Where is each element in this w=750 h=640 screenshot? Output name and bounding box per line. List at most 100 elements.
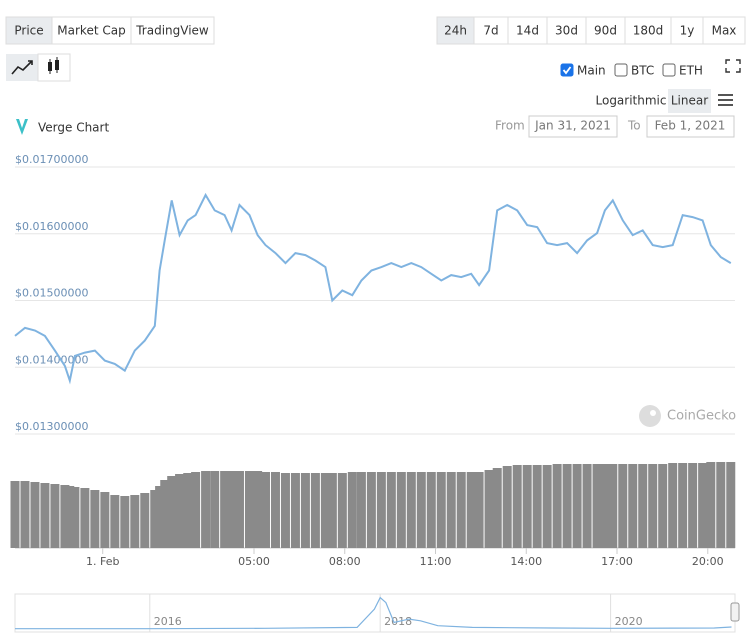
navigator-tick-label: 2016: [154, 615, 182, 628]
scale-option[interactable]: Logarithmic: [596, 94, 667, 108]
x-tick-label: 17:00: [601, 555, 633, 568]
checkbox[interactable]: [560, 63, 574, 77]
line-chart-button[interactable]: [6, 54, 38, 81]
volume-bar: [210, 471, 220, 548]
expand-button[interactable]: [725, 59, 741, 73]
to-input[interactable]: [646, 115, 735, 138]
range-button[interactable]: [624, 16, 672, 45]
volume-bar: [474, 472, 484, 548]
volume-bar: [416, 472, 426, 548]
volume-bar: [40, 483, 50, 548]
checkbox-label: Main: [577, 64, 606, 78]
volume-bar: [30, 482, 40, 548]
volume-bar: [466, 472, 476, 548]
tab-label: TradingView: [135, 24, 209, 38]
tab[interactable]: [130, 16, 215, 45]
volume-bar: [600, 464, 610, 548]
volume-bar: [396, 472, 406, 548]
from-date: Jan 31, 2021: [534, 119, 611, 133]
volume-bar: [426, 472, 436, 548]
to-date: Feb 1, 2021: [655, 119, 726, 133]
range-label: 7d: [483, 24, 498, 38]
volume-bar: [80, 488, 90, 548]
volume-bar: [65, 486, 75, 548]
volume-bar: [20, 481, 30, 548]
volume-bar: [50, 484, 60, 548]
candle-chart-button[interactable]: [37, 53, 71, 82]
range-label: 180d: [633, 24, 664, 38]
range-label: 30d: [555, 24, 578, 38]
volume-bar: [191, 472, 201, 548]
volume-bar: [376, 472, 386, 548]
line-icon: [11, 60, 33, 75]
volume-bar: [183, 473, 193, 548]
volume-bar: [406, 472, 416, 548]
range-button[interactable]: [473, 16, 509, 45]
volume-bar: [572, 464, 582, 548]
y-tick-label: $0.01600000: [15, 220, 88, 233]
volume-bar: [120, 496, 130, 548]
range-button[interactable]: [546, 16, 587, 45]
volume-bar: [167, 476, 177, 548]
volume-bar: [484, 470, 494, 548]
volume-bar: [110, 495, 120, 548]
volume-bar: [260, 472, 270, 548]
volume-bar: [492, 468, 502, 548]
scale-option[interactable]: Linear: [671, 94, 708, 108]
volume-bar: [366, 472, 376, 548]
volume-bar: [532, 465, 542, 548]
checkbox-label: ETH: [679, 64, 703, 78]
tab-label: Market Cap: [57, 24, 125, 38]
volume-bar: [456, 472, 466, 548]
navigator-line: [15, 596, 732, 630]
range-button[interactable]: [507, 16, 548, 45]
arrow-icon: [28, 60, 33, 65]
volume-bar: [220, 471, 230, 548]
y-tick-label: $0.01500000: [15, 287, 88, 300]
range-button[interactable]: [585, 16, 626, 45]
volume-bar: [90, 490, 100, 548]
volume-bar: [10, 481, 20, 548]
range-button[interactable]: [436, 16, 475, 45]
y-tick-label: $0.01700000: [15, 153, 88, 166]
volume-bar: [310, 473, 320, 548]
checkbox[interactable]: [614, 63, 628, 77]
y-tick-label: $0.01300000: [15, 420, 88, 433]
volume-bar: [562, 464, 572, 548]
from-label: From: [495, 119, 525, 133]
scale-button-bg[interactable]: [668, 89, 711, 113]
volume-bar: [502, 466, 512, 548]
navigator-handle[interactable]: [730, 602, 740, 622]
volume-bar: [270, 472, 280, 548]
volume-bar: [726, 462, 736, 548]
x-tick-label: 14:00: [510, 555, 542, 568]
volume-bar: [70, 487, 80, 548]
menu-button[interactable]: [718, 94, 733, 106]
volume-bar: [160, 480, 170, 548]
volume-bar: [227, 471, 237, 548]
checkbox[interactable]: [662, 63, 676, 77]
tab[interactable]: [5, 16, 53, 45]
range-button[interactable]: [702, 16, 746, 45]
volume-bar: [60, 485, 70, 548]
volume-bar: [716, 462, 726, 548]
volume-bar: [300, 473, 310, 548]
to-label: To: [627, 119, 641, 133]
x-tick-label: 05:00: [238, 555, 270, 568]
volume-bar: [320, 473, 330, 548]
navigator-tick-label: 2020: [615, 615, 643, 628]
volume-bar: [436, 472, 446, 548]
volume-bar: [327, 473, 337, 548]
volume-bar: [155, 486, 165, 548]
chart-title: Verge Chart: [38, 121, 109, 135]
volume-bar: [347, 472, 357, 548]
volume-bar: [244, 471, 254, 548]
volume-bar: [628, 464, 638, 548]
from-input[interactable]: [528, 115, 618, 138]
range-label: 14d: [516, 24, 539, 38]
volume-bar: [446, 472, 456, 548]
volume-bar: [290, 473, 300, 548]
watermark-logo: [639, 405, 661, 427]
